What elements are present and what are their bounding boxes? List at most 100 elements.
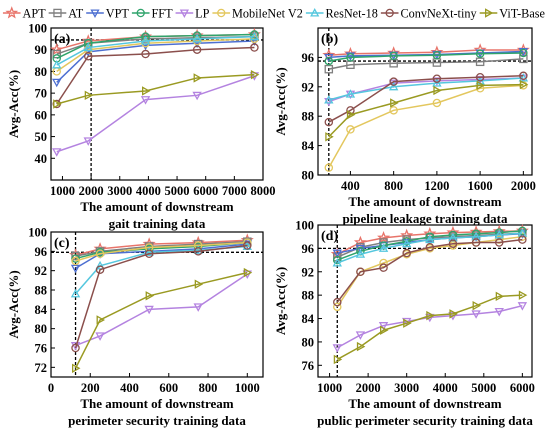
legend-entry-convnext-tiny: ConvNeXt-tiny	[380, 6, 477, 21]
data-point	[71, 254, 80, 263]
data-point	[379, 258, 388, 268]
chart-panel-b: 400 800 1200 1600 2000 80 84 88 92 96 (b) Avg-Acc(%…	[273, 27, 536, 226]
data-point	[379, 263, 388, 272]
x-axis-label-line1: The amount of downstream	[348, 194, 501, 209]
y-tick-label: 76	[302, 359, 315, 373]
data-point	[356, 341, 366, 352]
x-tick-label: 6000	[510, 381, 535, 395]
data-point	[333, 297, 342, 307]
data-point	[355, 331, 366, 340]
y-tick-label: 80	[35, 65, 48, 79]
data-point	[192, 45, 202, 54]
x-axis-label-line1: The amount of downstream	[80, 199, 233, 214]
data-point	[476, 80, 486, 91]
data-point	[324, 64, 334, 74]
data-point	[332, 344, 342, 353]
x-axis-label-line2: public perimeter security training data	[317, 413, 533, 428]
y-tick-label: 76	[35, 342, 48, 356]
x-tick-label: 1000	[50, 184, 75, 198]
data-point	[324, 117, 334, 127]
data-point	[52, 148, 62, 157]
x-tick-label: 600	[159, 381, 178, 395]
data-point	[140, 36, 151, 45]
data-point	[141, 49, 150, 59]
data-point	[53, 99, 62, 109]
legend-label: FFT	[151, 6, 173, 20]
series-line	[56, 35, 255, 66]
data-point	[332, 249, 342, 258]
y-axis-label: Avg-Acc(%)	[6, 270, 21, 338]
series-lp	[70, 270, 253, 351]
data-point	[402, 248, 411, 258]
data-point	[242, 240, 253, 250]
data-point	[83, 42, 93, 52]
data-point	[71, 256, 80, 266]
x-axis-label-line1: The amount of downstream	[348, 396, 501, 411]
x-tick-label: 5000	[471, 381, 496, 395]
legend-entry-resnet-18: ResNet-18	[305, 6, 378, 21]
series-line	[336, 238, 523, 303]
series-line	[336, 294, 523, 361]
series-fft	[52, 30, 259, 63]
legend-marker	[217, 8, 226, 18]
data-point	[144, 249, 154, 258]
data-point	[83, 137, 93, 146]
series-mobilenet-v2	[324, 81, 528, 172]
y-tick-label: 92	[302, 265, 315, 279]
data-point	[401, 238, 412, 248]
series-line	[337, 232, 523, 264]
series-line	[56, 46, 255, 105]
y-axis-label: Avg-Acc(%)	[6, 70, 21, 138]
data-point	[389, 106, 398, 115]
chart-panel-d: 1000 2000 3000 4000 5000 6000 76 80 84 88 92 96 100 (…	[273, 219, 535, 429]
x-tick-label: 800	[199, 381, 218, 395]
data-point	[495, 291, 505, 302]
y-tick-label: 92	[302, 80, 315, 94]
data-point	[448, 312, 458, 321]
plot-frame	[317, 27, 533, 176]
data-point	[390, 98, 399, 108]
series-line	[328, 77, 524, 103]
x-tick-label: 6000	[193, 184, 218, 198]
y-tick-label: 92	[35, 264, 48, 278]
y-tick-label: 50	[35, 130, 48, 144]
chart-panel-a: 1000 2000 3000 4000 5000 6000 7000 8000 40 50 60 70…	[6, 22, 276, 232]
data-point	[475, 49, 485, 58]
data-point	[144, 243, 154, 252]
data-point	[425, 313, 435, 323]
x-tick-label: 1000	[235, 381, 260, 395]
data-point	[145, 291, 155, 301]
y-axis-label: Avg-Acc(%)	[273, 67, 288, 135]
data-point	[250, 43, 259, 52]
data-point	[52, 78, 62, 88]
series-convnext-tiny	[71, 241, 252, 353]
plot-frame	[50, 27, 264, 181]
series-resnet-18	[52, 31, 260, 69]
data-point	[494, 238, 504, 247]
panel-label: (d)	[321, 229, 338, 244]
series-line	[336, 235, 523, 308]
data-point	[346, 110, 356, 120]
data-point	[432, 78, 442, 87]
series-line	[336, 304, 523, 349]
data-point	[324, 163, 334, 172]
data-point	[353, 235, 367, 249]
data-point	[471, 310, 481, 319]
y-tick-label: 84	[302, 139, 315, 153]
y-tick-label: 80	[302, 169, 315, 183]
legend-marker	[310, 8, 320, 17]
y-tick-label: 84	[302, 312, 315, 326]
data-point	[333, 354, 343, 365]
data-point	[96, 315, 106, 325]
data-point	[519, 48, 528, 58]
y-tick-label: 70	[35, 87, 48, 101]
series-vit-base	[72, 267, 253, 374]
plot-frame	[317, 224, 533, 378]
data-point	[324, 97, 334, 107]
data-point	[472, 300, 482, 311]
x-tick-label: 1000	[317, 381, 342, 395]
y-axis-label: Avg-Acc(%)	[273, 267, 288, 335]
legend-entry-vpt: VPT	[86, 6, 129, 21]
data-point	[70, 264, 81, 274]
data-point	[425, 242, 435, 252]
